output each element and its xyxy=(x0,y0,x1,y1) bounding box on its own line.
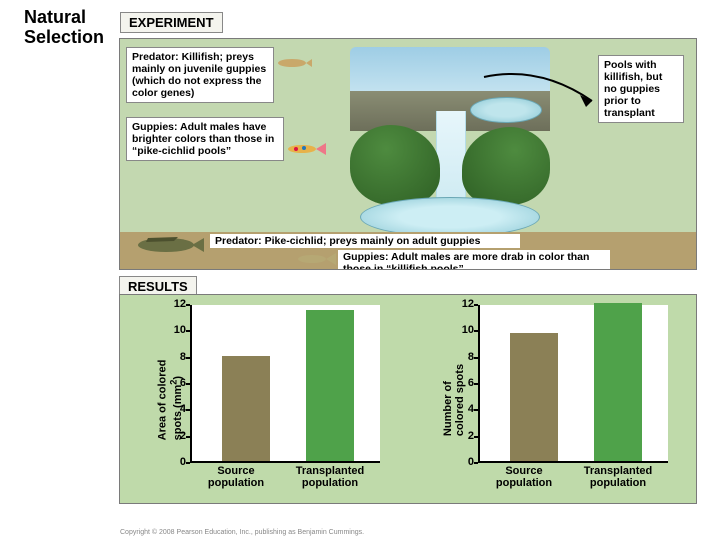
ytick: 4 xyxy=(460,403,474,415)
bar-transplant-num xyxy=(594,303,642,461)
ytick: 6 xyxy=(172,377,186,389)
title-line1: Natural xyxy=(24,7,86,27)
ytick: 2 xyxy=(172,430,186,442)
guppy-bright-icon xyxy=(286,143,326,155)
transplant-arrow-icon xyxy=(480,65,600,115)
ytick-mark xyxy=(186,330,190,332)
ytick: 12 xyxy=(460,298,474,310)
ytick: 6 xyxy=(460,377,474,389)
ytick-mark xyxy=(474,383,478,385)
pools-note-box: Pools with killifish, but no guppies pri… xyxy=(598,55,684,123)
vegetation-left xyxy=(350,125,440,205)
ytick: 10 xyxy=(460,324,474,336)
xlabel-trans-n: Transplantedpopulation xyxy=(570,465,666,489)
ytick-mark xyxy=(474,409,478,411)
ytick: 4 xyxy=(172,403,186,415)
guppies-drab-box: Guppies: Adult males are more drab in co… xyxy=(338,250,610,270)
ytick-mark xyxy=(186,304,190,306)
guppy-drab-icon xyxy=(296,253,336,265)
ytick-mark xyxy=(186,383,190,385)
xlabel-source-a: Sourcepopulation xyxy=(196,465,276,489)
ytick: 8 xyxy=(460,351,474,363)
ytick: 12 xyxy=(172,298,186,310)
killifish-icon xyxy=(276,57,312,69)
ytick-mark xyxy=(474,462,478,464)
ytick: 2 xyxy=(460,430,474,442)
vegetation-right xyxy=(462,127,550,205)
lower-pool xyxy=(360,197,540,237)
bar-source-area xyxy=(222,356,270,461)
title-line2: Selection xyxy=(24,27,104,47)
page-title: Natural Selection xyxy=(24,8,104,48)
chart-area: Area of coloredspots (mm2) Sourcepopulat… xyxy=(136,301,386,499)
chart-area-plot xyxy=(190,305,380,463)
ytick: 0 xyxy=(460,456,474,468)
waterfall xyxy=(436,111,466,211)
ytick: 8 xyxy=(172,351,186,363)
chart-number: Number ofcolored spots Sourcepopulation … xyxy=(424,301,674,499)
chart-area-ylabel: Area of coloredspots (mm2) xyxy=(157,360,185,441)
chart-number-plot xyxy=(478,305,668,463)
ytick: 10 xyxy=(172,324,186,336)
experiment-label: EXPERIMENT xyxy=(120,12,223,33)
experiment-panel: Predator: Killifish; preys mainly on juv… xyxy=(119,38,697,270)
ytick-mark xyxy=(186,409,190,411)
xlabel-trans-a: Transplantedpopulation xyxy=(282,465,378,489)
predator-pike-box: Predator: Pike-cichlid; preys mainly on … xyxy=(210,234,520,248)
ytick-mark xyxy=(186,436,190,438)
predator-killifish-box: Predator: Killifish; preys mainly on juv… xyxy=(126,47,274,103)
page-root: Natural Selection EXPERIMENT Predator: K… xyxy=(0,0,720,540)
xlabel-source-n: Sourcepopulation xyxy=(484,465,564,489)
ytick-mark xyxy=(186,357,190,359)
bar-source-num xyxy=(510,333,558,461)
ytick-mark xyxy=(474,304,478,306)
copyright-text: Copyright © 2008 Pearson Education, Inc.… xyxy=(120,529,364,536)
pike-cichlid-icon xyxy=(134,235,204,255)
guppies-bright-box: Guppies: Adult males have brighter color… xyxy=(126,117,284,161)
bar-transplant-area xyxy=(306,310,354,461)
chart-number-ylabel: Number ofcolored spots xyxy=(442,364,466,436)
ytick: 0 xyxy=(172,456,186,468)
results-panel: Area of coloredspots (mm2) Sourcepopulat… xyxy=(119,294,697,504)
ytick-mark xyxy=(474,330,478,332)
ytick-mark xyxy=(474,357,478,359)
ytick-mark xyxy=(474,436,478,438)
ytick-mark xyxy=(186,462,190,464)
